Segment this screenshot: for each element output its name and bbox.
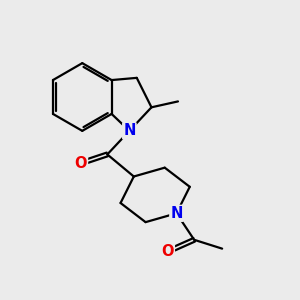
Text: N: N (123, 123, 136, 138)
Text: N: N (170, 206, 183, 221)
Text: O: O (75, 156, 87, 171)
Text: O: O (161, 244, 174, 259)
